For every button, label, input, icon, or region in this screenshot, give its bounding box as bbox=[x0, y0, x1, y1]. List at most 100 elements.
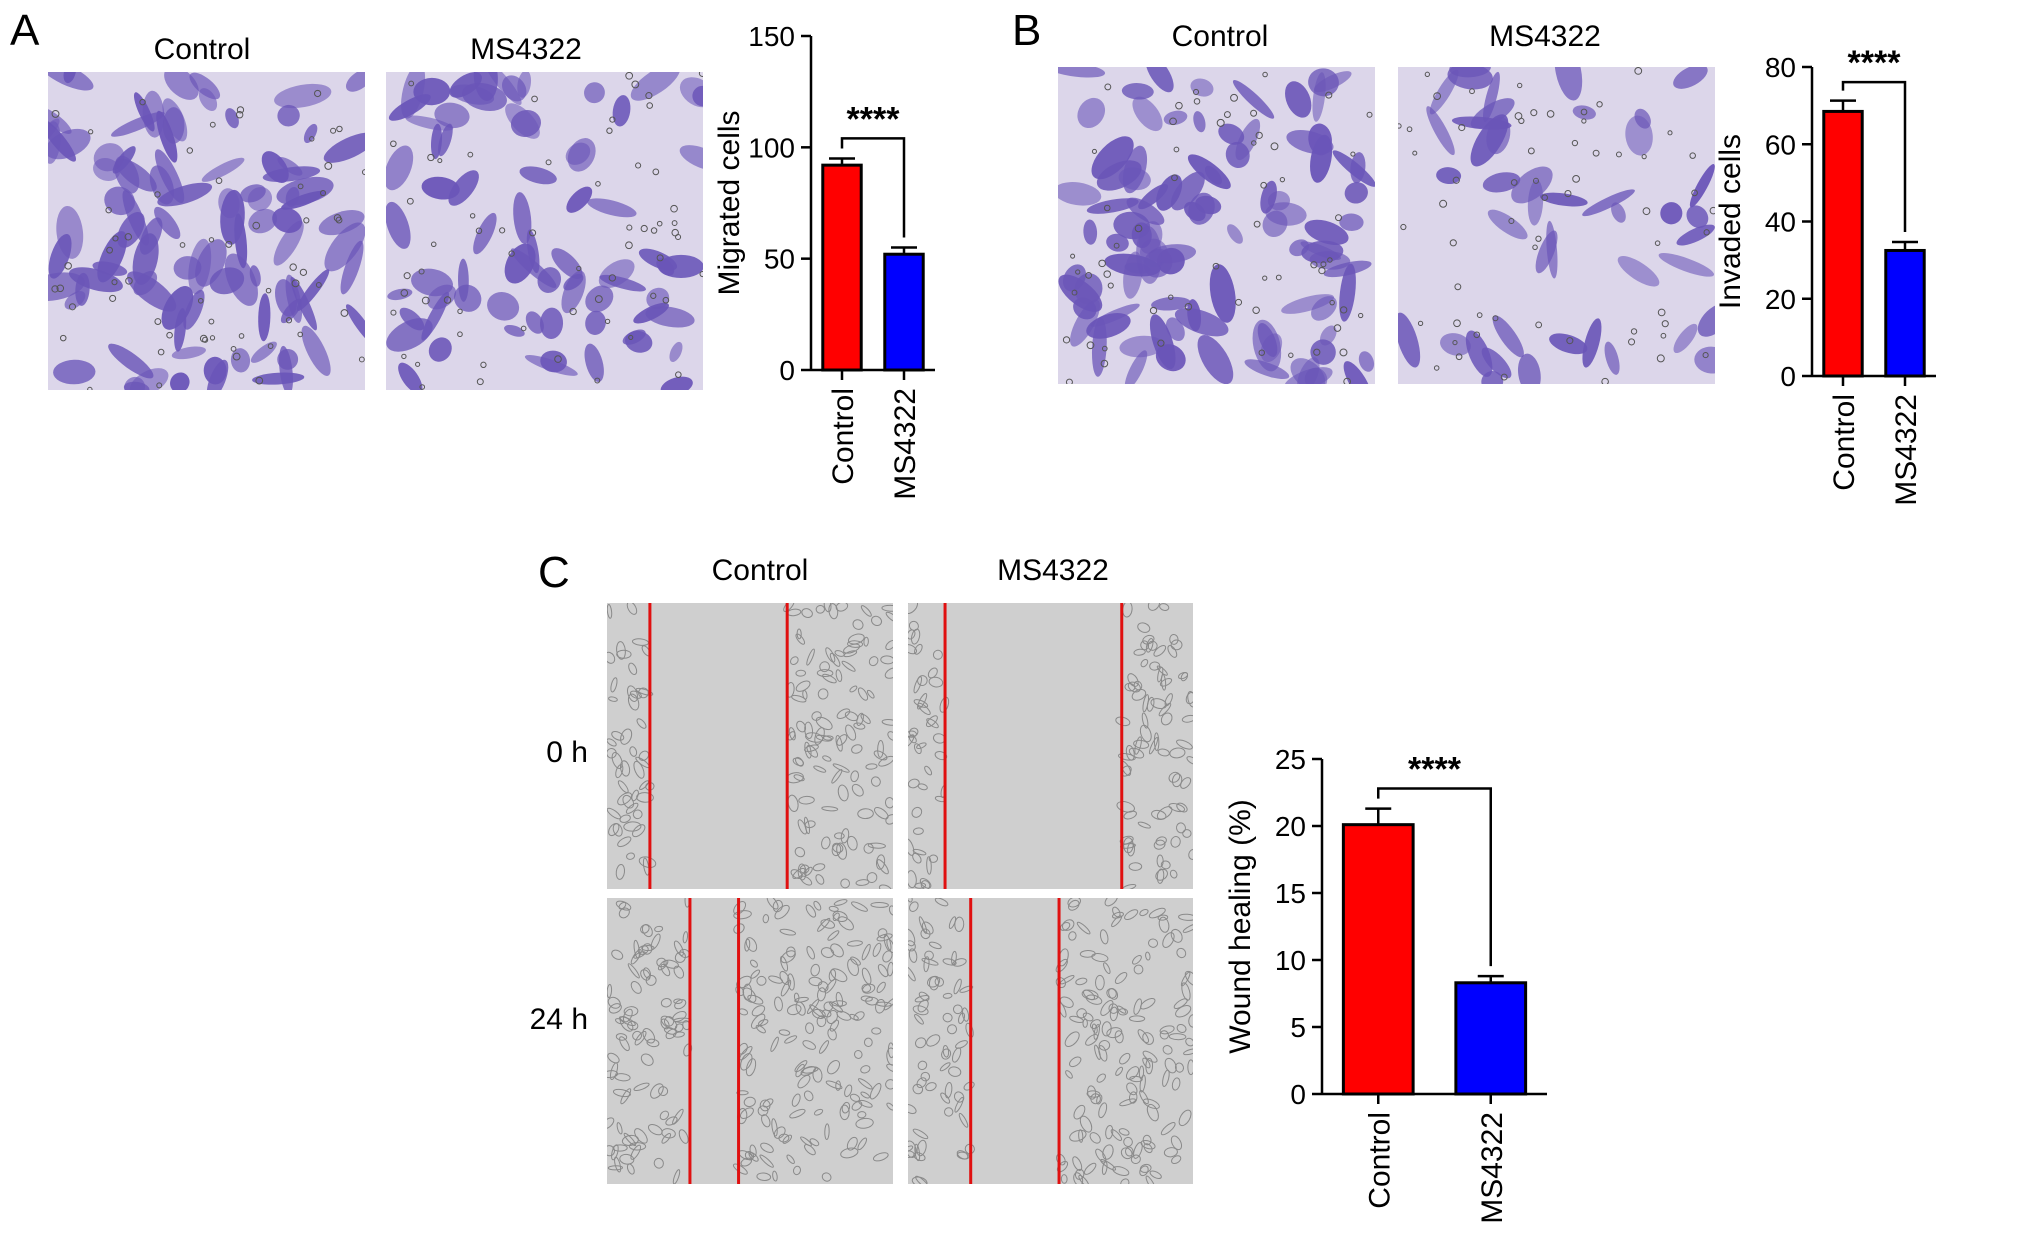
membrane-pore bbox=[443, 296, 452, 304]
cell-outline bbox=[855, 1117, 874, 1129]
stained-cell bbox=[122, 190, 149, 246]
membrane-pore bbox=[606, 127, 613, 134]
cell-outline bbox=[1160, 712, 1173, 726]
panel-c-scratch-ms4322-0h bbox=[908, 603, 1193, 889]
cell-outline bbox=[954, 1096, 964, 1113]
cell-outline bbox=[845, 724, 857, 741]
cell-outline bbox=[625, 802, 639, 814]
cell-outline bbox=[1090, 1093, 1101, 1105]
membrane-pore bbox=[1327, 257, 1333, 263]
cell-outline bbox=[809, 1004, 824, 1018]
cell-outline bbox=[794, 1060, 808, 1073]
y-axis-label: Migrated cells bbox=[713, 110, 746, 295]
cell-outline bbox=[850, 956, 861, 966]
cell-outline bbox=[790, 656, 799, 665]
cell-outline bbox=[743, 1096, 756, 1108]
stained-cell bbox=[1482, 172, 1521, 193]
cell-outline bbox=[871, 615, 883, 626]
membrane-pore bbox=[608, 274, 617, 282]
cell-outline bbox=[809, 1138, 820, 1147]
stained-cell bbox=[1486, 116, 1511, 155]
cell-outline bbox=[1142, 1098, 1160, 1110]
cell-outline bbox=[823, 1001, 834, 1012]
stained-cell bbox=[1660, 202, 1683, 225]
membrane-pore bbox=[1535, 321, 1543, 329]
membrane-pore bbox=[1566, 337, 1574, 345]
y-tick-label: 80 bbox=[1765, 52, 1796, 83]
cell-outline bbox=[760, 1142, 774, 1154]
cell-outline bbox=[843, 650, 858, 658]
membrane-pore bbox=[303, 217, 310, 224]
cell-outline bbox=[877, 964, 889, 978]
stained-cell bbox=[1694, 346, 1715, 374]
cell-outline bbox=[1186, 756, 1193, 765]
cell-outline bbox=[789, 1108, 806, 1119]
cell-outline bbox=[804, 1144, 816, 1156]
membrane-pore bbox=[1660, 332, 1667, 339]
cell-outline bbox=[619, 814, 631, 823]
cell-outline bbox=[817, 987, 826, 1002]
cell-outline bbox=[1120, 1147, 1133, 1160]
stained-cell bbox=[48, 121, 61, 164]
stained-cell bbox=[323, 132, 365, 163]
cell-outline bbox=[1184, 970, 1193, 987]
cell-outline bbox=[915, 1175, 929, 1184]
stained-cell bbox=[386, 145, 414, 191]
cell-outline bbox=[1068, 899, 1080, 911]
cell-outline bbox=[795, 756, 804, 767]
cell-outline bbox=[939, 1062, 951, 1072]
cell-outline bbox=[948, 1066, 962, 1077]
cell-outline bbox=[678, 1129, 689, 1144]
panel-c-scratch-control-0h bbox=[607, 603, 893, 889]
membrane-pore bbox=[1103, 270, 1111, 278]
stained-cell bbox=[679, 77, 703, 108]
cell-outline bbox=[1115, 1066, 1124, 1076]
membrane-pore bbox=[408, 80, 415, 87]
membrane-pore bbox=[1657, 308, 1666, 317]
cell-outline bbox=[860, 995, 873, 1002]
membrane-pore bbox=[1168, 294, 1174, 300]
cell-outline bbox=[817, 917, 831, 932]
membrane-pore bbox=[594, 295, 603, 304]
cell-outline bbox=[1145, 951, 1151, 961]
membrane-pore bbox=[197, 297, 204, 304]
cell-outline bbox=[607, 1052, 620, 1064]
membrane-pore bbox=[336, 125, 343, 133]
membrane-pore bbox=[670, 204, 678, 213]
stained-cell bbox=[225, 108, 239, 129]
cell-outline bbox=[611, 1144, 619, 1161]
cell-outline bbox=[1100, 1159, 1117, 1171]
bar-ms4322 bbox=[1454, 981, 1528, 1096]
cell-outline bbox=[749, 959, 758, 968]
panel-c-scratch-control-24h bbox=[607, 898, 893, 1184]
membrane-pore bbox=[698, 72, 703, 77]
membrane-pore bbox=[1075, 269, 1081, 275]
cell-outline bbox=[851, 1101, 863, 1111]
cell-outline bbox=[638, 750, 650, 761]
membrane-pore bbox=[1260, 181, 1268, 189]
membrane-pore bbox=[401, 353, 407, 360]
cell-outline bbox=[833, 899, 848, 906]
cell-outline bbox=[661, 1133, 672, 1144]
cell-outline bbox=[918, 916, 928, 934]
stained-cell bbox=[1121, 83, 1154, 100]
cell-outline bbox=[607, 1070, 619, 1079]
cell-outline bbox=[1098, 1045, 1108, 1062]
cell-outline bbox=[816, 1015, 827, 1028]
stained-cell bbox=[386, 318, 433, 352]
cell-outline bbox=[1158, 702, 1172, 717]
stained-cell bbox=[398, 362, 423, 390]
cell-outline bbox=[828, 969, 837, 982]
cell-outline bbox=[913, 743, 922, 755]
cell-outline bbox=[832, 842, 844, 853]
stained-cell bbox=[250, 341, 277, 363]
membrane-pore bbox=[467, 151, 474, 158]
bar-control bbox=[1341, 823, 1415, 1096]
stained-cell bbox=[1119, 335, 1164, 358]
membrane-pore bbox=[1279, 176, 1286, 183]
stained-cell bbox=[587, 198, 637, 218]
cell-outline bbox=[871, 1027, 882, 1035]
stained-cell bbox=[584, 343, 604, 383]
cell-outline bbox=[615, 900, 632, 911]
y-tick-label: 15 bbox=[1275, 878, 1306, 909]
